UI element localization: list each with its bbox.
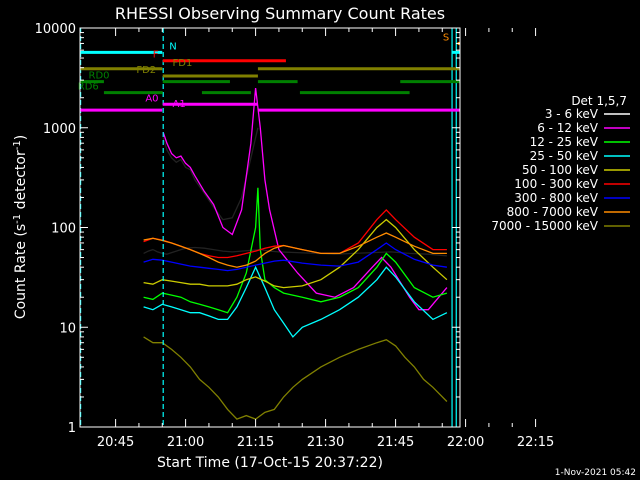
- y-tick-label-3: 1000: [43, 122, 76, 137]
- series-line-1: [162, 127, 259, 221]
- x-tick-label-5: 22:00: [447, 435, 484, 450]
- y-tick-label-2: 100: [51, 222, 76, 237]
- y-tick-label-1: 10: [59, 321, 76, 336]
- flag-label-7: A1: [173, 99, 186, 110]
- flag-label-3: FD2: [136, 65, 156, 76]
- legend-label-4: 50 - 100 keV: [522, 163, 599, 177]
- x-tick-label-6: 22:15: [517, 435, 554, 450]
- series-layer: [143, 88, 448, 420]
- flag-label-4: RD0: [89, 71, 110, 82]
- legend-label-0: 3 - 6 keV: [545, 107, 599, 121]
- flag-label-0: N: [169, 41, 176, 52]
- legend-label-6: 300 - 800 keV: [514, 191, 598, 205]
- legend-label-5: 100 - 300 keV: [514, 177, 598, 191]
- y-axis-label: Count Rate (s-1 detector-1): [12, 135, 29, 319]
- flag-label-6: A0: [145, 93, 158, 104]
- series-line-9: [143, 336, 448, 420]
- x-tick-label-4: 21:45: [377, 435, 414, 450]
- flag-label-1: F: [153, 50, 159, 61]
- x-tick-label-0: 20:45: [97, 435, 134, 450]
- x-tick-label-1: 21:00: [167, 435, 204, 450]
- series-line-3: [143, 187, 448, 314]
- flag-label-2: FD1: [173, 58, 193, 69]
- series-line-8: [143, 232, 447, 268]
- legend-label-1: 6 - 12 keV: [537, 121, 599, 135]
- series-line-5: [143, 218, 448, 289]
- footer-timestamp: 1-Nov-2021 05:42: [555, 468, 636, 478]
- x-tick-label-2: 21:15: [237, 435, 274, 450]
- axes-layer: 20:45 21:00 21:15 21:30 21:45 22:00 22:15 1 10 10…: [35, 22, 555, 450]
- y-tick-label-0: 1: [68, 421, 76, 436]
- flag-label-5: RD6: [78, 82, 99, 93]
- legend-label-7: 800 - 7000 keV: [507, 205, 599, 219]
- x-axis-label: Start Time (17-Oct-15 20:37:22): [157, 455, 383, 471]
- legend-label-3: 25 - 50 keV: [530, 149, 599, 163]
- series-line-4: [143, 265, 448, 338]
- flag-label-8: S: [443, 32, 449, 43]
- legend-label-8: 7000 - 15000 keV: [491, 219, 598, 233]
- legend-title: Det 1,5,7: [571, 94, 627, 108]
- y-tick-label-4: 10000: [35, 22, 76, 37]
- x-tick-label-3: 21:30: [307, 435, 344, 450]
- series-line-0: [143, 246, 447, 257]
- legend-label-2: 12 - 25 keV: [530, 135, 599, 149]
- chart-title: RHESSI Observing Summary Count Rates: [115, 4, 445, 23]
- series-line-7: [143, 242, 447, 272]
